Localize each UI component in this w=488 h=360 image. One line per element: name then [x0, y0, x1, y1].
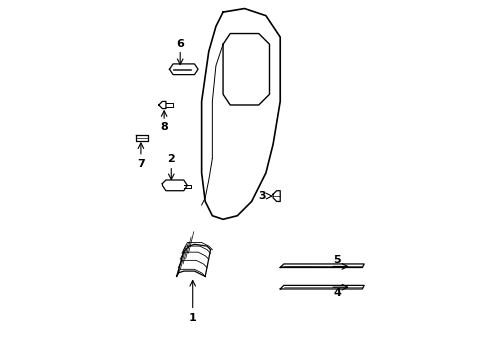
Text: 5: 5: [333, 255, 341, 265]
Text: 1: 1: [188, 312, 196, 323]
Text: 2: 2: [167, 154, 175, 163]
Text: 4: 4: [333, 288, 341, 297]
Text: 7: 7: [137, 159, 144, 169]
Text: 3: 3: [257, 191, 265, 201]
Text: 6: 6: [176, 39, 184, 49]
Text: 8: 8: [160, 122, 168, 132]
